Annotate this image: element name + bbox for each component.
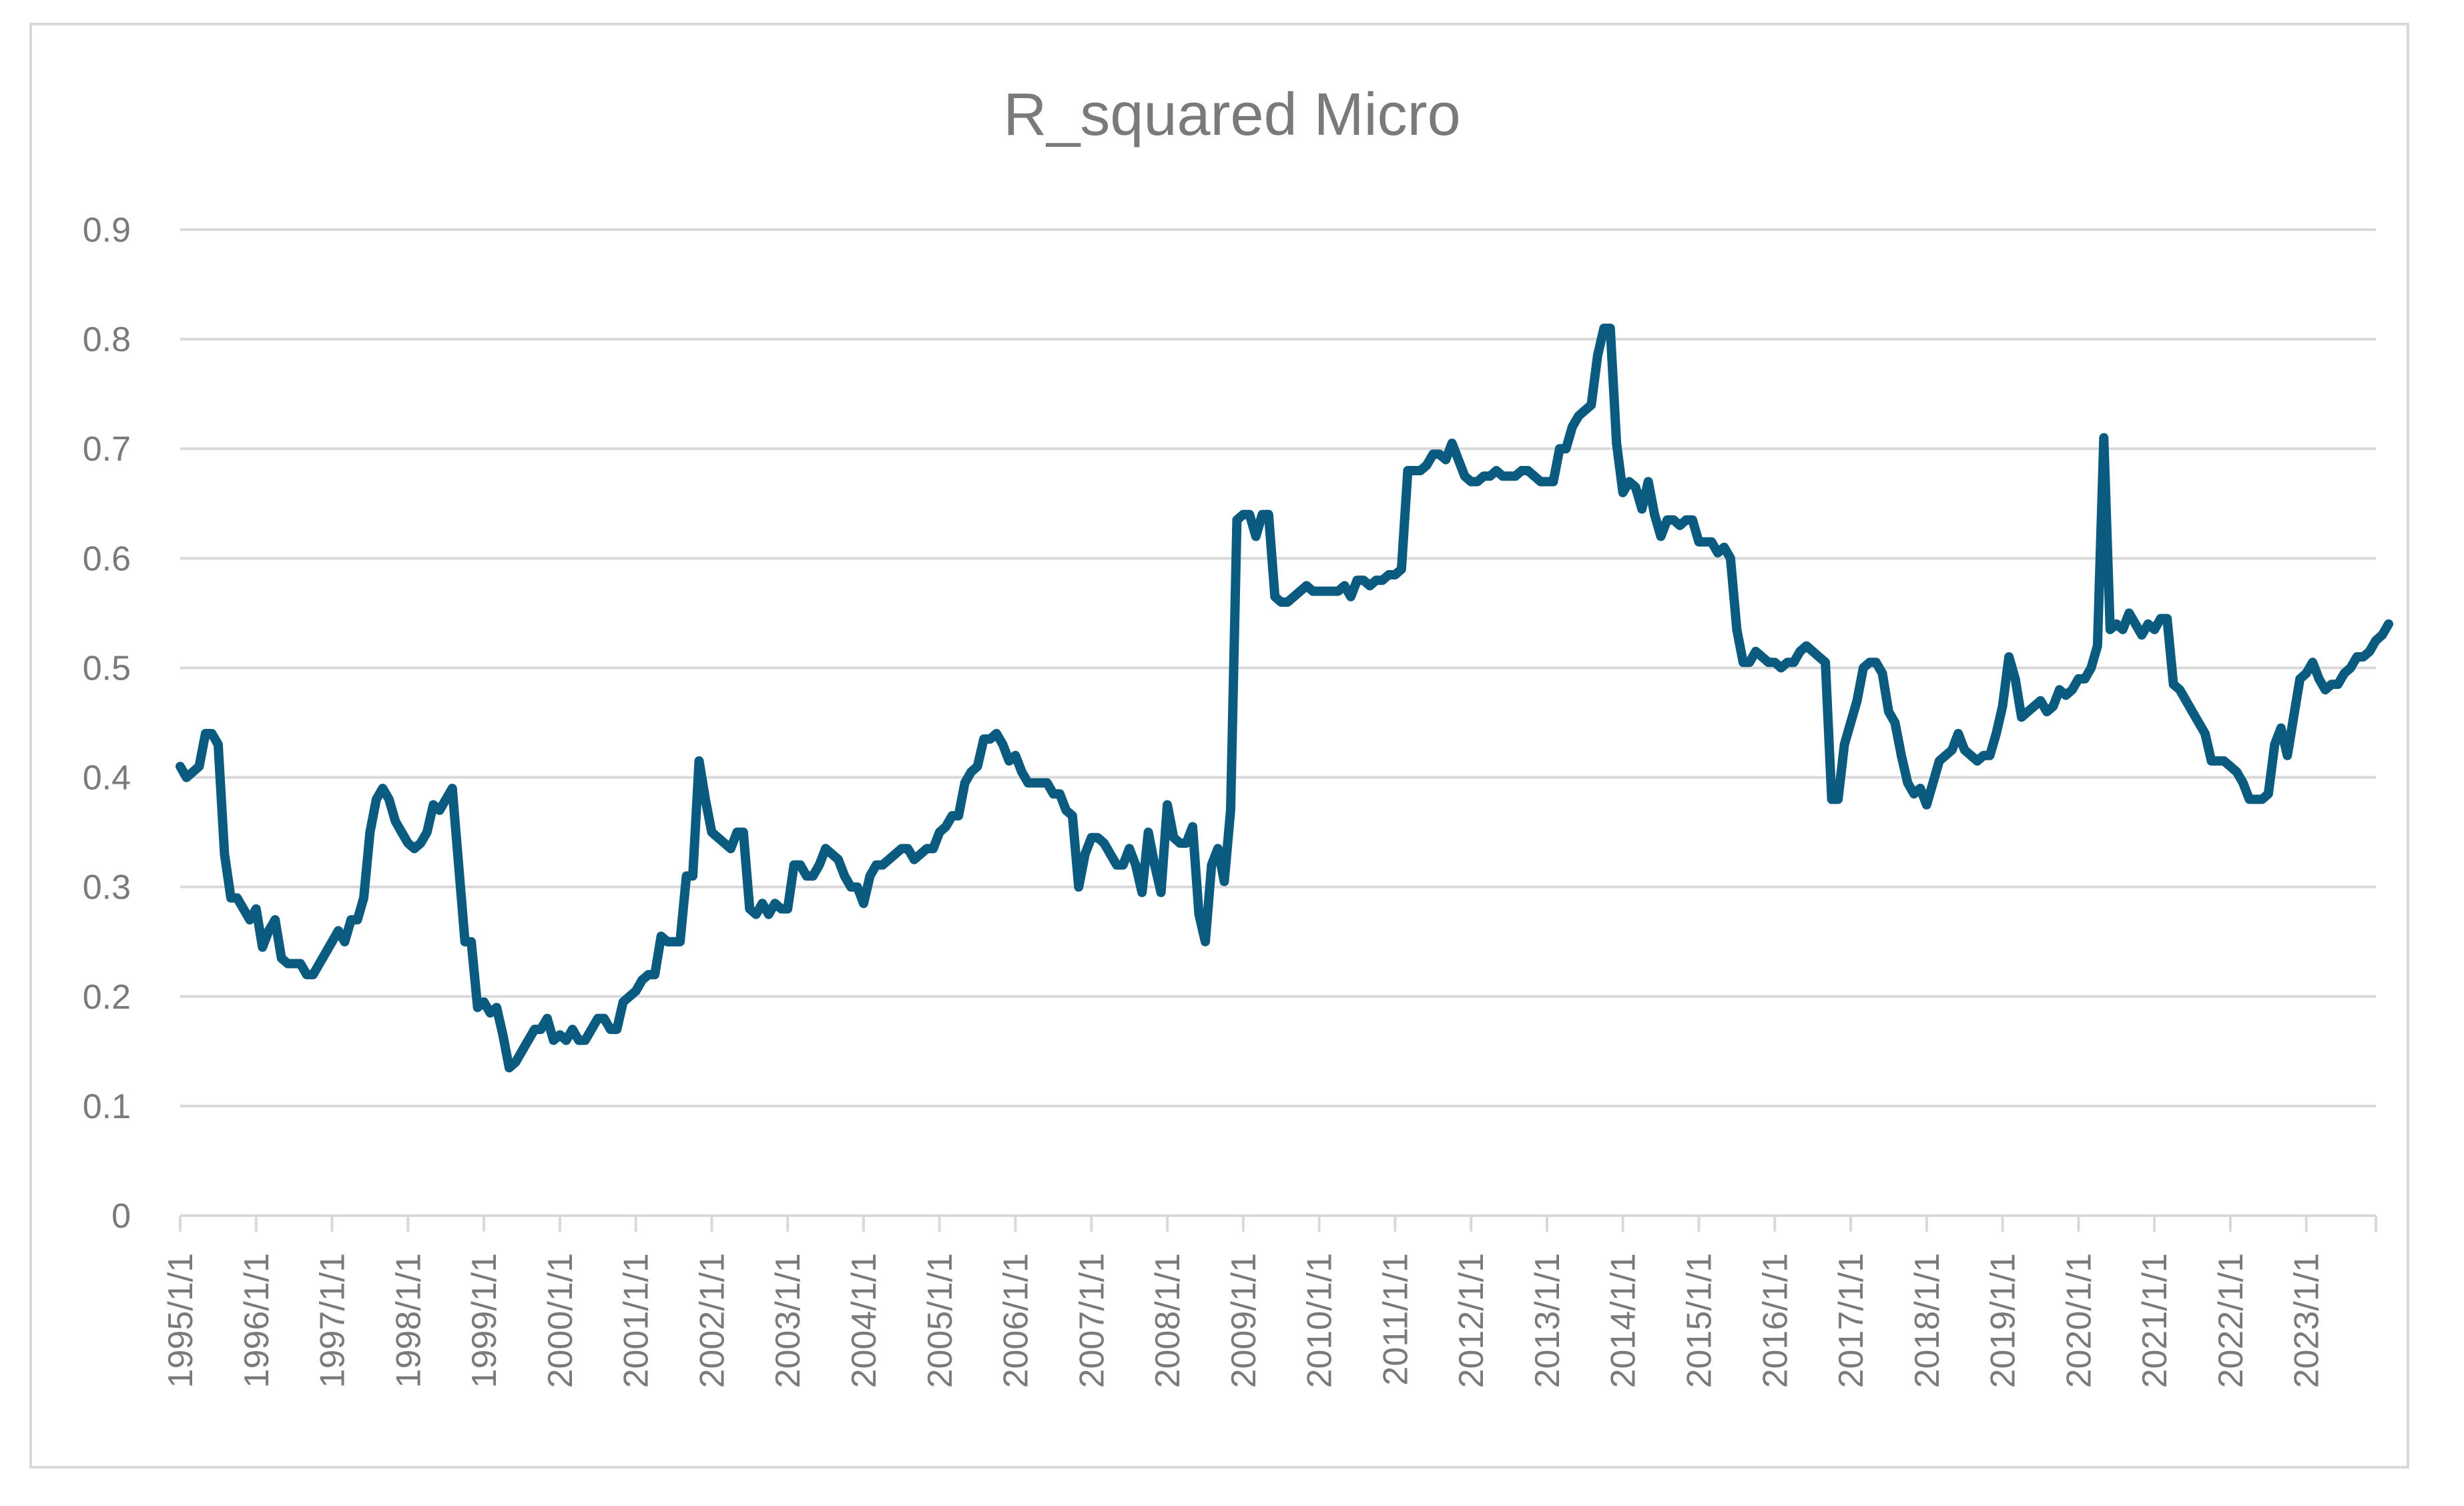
x-tick-label: 2023/1/1 bbox=[2288, 1253, 2327, 1388]
y-tick-label: 0.5 bbox=[83, 649, 131, 688]
x-tick-label: 2010/1/1 bbox=[1301, 1253, 1339, 1388]
x-tick-label: 2011/1/1 bbox=[1376, 1253, 1415, 1386]
x-tick-label: 2019/1/1 bbox=[1984, 1253, 2023, 1388]
y-tick-label: 0.2 bbox=[83, 978, 131, 1017]
x-tick-label: 2009/1/1 bbox=[1225, 1253, 1263, 1388]
chart-frame bbox=[29, 23, 2409, 1469]
x-tick-label: 2006/1/1 bbox=[997, 1253, 1036, 1388]
x-tick-label: 2007/1/1 bbox=[1072, 1253, 1111, 1388]
x-axis bbox=[179, 1214, 2377, 1232]
x-tick-label: 2001/1/1 bbox=[617, 1253, 656, 1388]
x-tick-label: 2022/1/1 bbox=[2212, 1253, 2250, 1388]
series-line bbox=[176, 323, 2393, 1073]
x-tick-label: 2000/1/1 bbox=[541, 1253, 580, 1388]
x-tick-label: 2002/1/1 bbox=[693, 1253, 731, 1388]
x-tick-label: 2021/1/1 bbox=[2136, 1253, 2174, 1388]
x-axis-tick-labels: 1995/1/1 1996/1/1 1997/1/1 1998/1/1 1999/1/1… bbox=[162, 1253, 2327, 1388]
series-r-squared-micro bbox=[176, 323, 2393, 1073]
y-tick-label: 0.9 bbox=[83, 211, 131, 250]
x-tick-label: 1999/1/1 bbox=[465, 1253, 504, 1388]
y-tick-label: 0.4 bbox=[83, 759, 131, 798]
x-tick-label: 2008/1/1 bbox=[1149, 1253, 1187, 1388]
x-tick-label: 2018/1/1 bbox=[1908, 1253, 1947, 1388]
x-tick-label: 1995/1/1 bbox=[162, 1253, 200, 1388]
x-tick-label: 1998/1/1 bbox=[389, 1253, 428, 1388]
x-tick-label: 2013/1/1 bbox=[1528, 1253, 1567, 1388]
y-axis-tick-labels: 0 0.1 0.2 0.3 0.4 0.5 0.6 0.7 0.8 0.9 bbox=[83, 211, 131, 1236]
y-tick-label: 0.6 bbox=[83, 539, 131, 578]
x-tick-label: 2012/1/1 bbox=[1452, 1253, 1491, 1388]
x-tick-label: 2016/1/1 bbox=[1756, 1253, 1795, 1388]
gridlines bbox=[180, 228, 2376, 1107]
x-tick-label: 2017/1/1 bbox=[1832, 1253, 1871, 1388]
y-tick-label: 0.1 bbox=[83, 1087, 131, 1126]
x-tick-label: 2014/1/1 bbox=[1604, 1253, 1643, 1388]
y-tick-label: 0.8 bbox=[83, 320, 131, 359]
x-tick-label: 2015/1/1 bbox=[1680, 1253, 1719, 1388]
x-tick-label: 2003/1/1 bbox=[769, 1253, 808, 1388]
x-tick-label: 1997/1/1 bbox=[314, 1253, 352, 1388]
x-tick-label: 2004/1/1 bbox=[845, 1253, 884, 1388]
chart-title: R_squared Micro bbox=[1003, 81, 1460, 148]
x-tick-label: 2020/1/1 bbox=[2060, 1253, 2098, 1388]
x-tick-label: 1996/1/1 bbox=[238, 1253, 276, 1388]
x-tick-label: 2005/1/1 bbox=[921, 1253, 960, 1388]
y-tick-label: 0.3 bbox=[83, 868, 131, 907]
y-tick-label: 0 bbox=[111, 1197, 131, 1236]
y-tick-label: 0.7 bbox=[83, 430, 131, 469]
